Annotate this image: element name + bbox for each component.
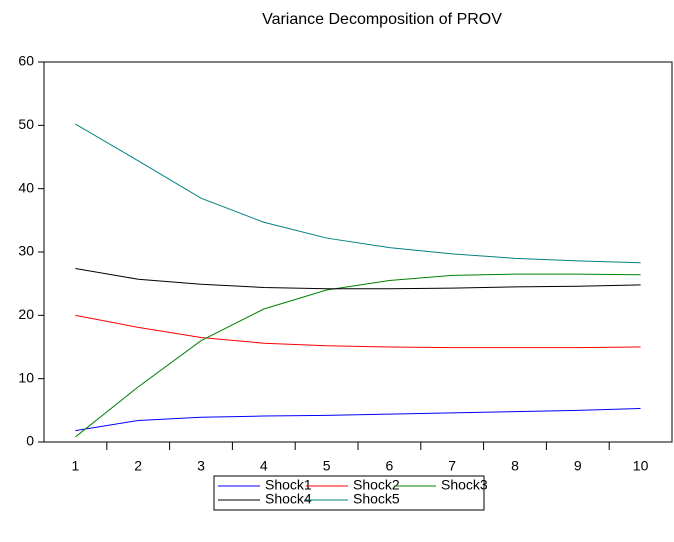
chart-title: Variance Decomposition of PROV [262,11,502,28]
x-tick-label: 8 [511,458,519,474]
line-series [75,123,641,264]
legend-label: Shock2 [353,477,400,493]
line-series [75,314,641,349]
x-tick-label: 3 [197,458,205,474]
legend-label: Shock1 [265,477,312,493]
x-tick-label: 4 [260,458,268,474]
x-tick-label: 10 [633,458,649,474]
line-series [75,407,641,432]
x-tick-label: 6 [386,458,394,474]
y-tick-label: 0 [26,433,34,449]
x-tick-label: 9 [574,458,582,474]
y-tick-label: 40 [18,179,34,195]
x-tick-label: 5 [323,458,331,474]
x-tick-label: 1 [72,458,80,474]
y-tick-label: 20 [18,306,34,322]
x-tick-label: 2 [134,458,142,474]
legend-label: Shock4 [265,491,312,507]
legend-label: Shock3 [441,477,488,493]
y-tick-label: 30 [18,243,34,259]
line-series [75,267,641,290]
y-tick-label: 10 [18,369,34,385]
y-tick-label: 50 [18,116,34,132]
legend-label: Shock5 [353,491,400,507]
x-tick-label: 7 [448,458,456,474]
y-tick-label: 60 [18,53,34,69]
legend-box [213,475,485,511]
line-series [75,273,641,438]
